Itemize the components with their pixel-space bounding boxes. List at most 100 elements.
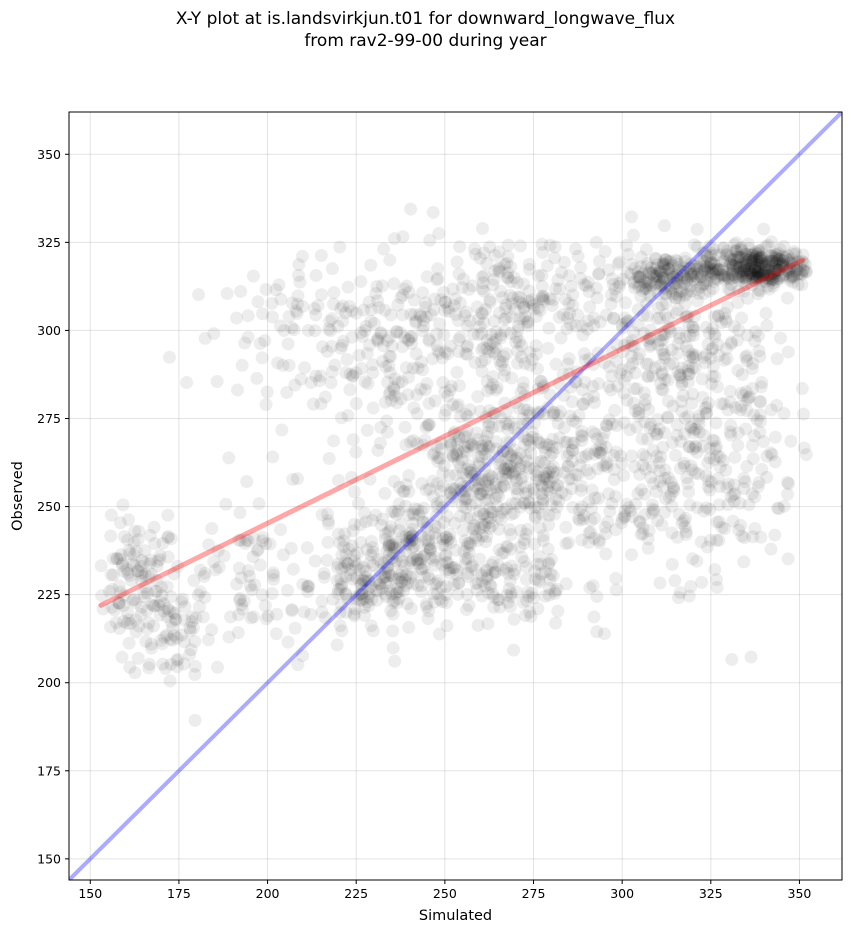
data-point: [638, 487, 652, 501]
data-point: [312, 374, 326, 388]
data-point: [754, 243, 768, 257]
data-point: [604, 288, 618, 302]
data-point: [686, 328, 700, 342]
data-point: [280, 583, 294, 597]
data-point: [117, 615, 131, 629]
data-point: [707, 267, 721, 281]
data-point: [773, 242, 787, 256]
data-point: [764, 248, 778, 262]
data-point: [389, 554, 403, 568]
data-point: [456, 272, 470, 286]
data-point: [442, 469, 456, 483]
data-point: [706, 359, 720, 373]
data-point: [259, 612, 273, 626]
data-point: [716, 261, 730, 275]
data-point: [609, 289, 623, 303]
data-point: [239, 533, 253, 547]
data-point: [668, 276, 682, 290]
data-point: [707, 310, 721, 324]
data-point: [758, 257, 772, 271]
data-point: [624, 504, 638, 518]
data-point: [598, 245, 612, 259]
data-point: [395, 308, 409, 322]
data-point: [741, 328, 755, 342]
data-point: [745, 258, 759, 272]
data-point: [527, 482, 541, 496]
data-point: [140, 604, 154, 618]
data-point: [724, 278, 738, 292]
data-point: [478, 303, 492, 317]
data-point: [765, 267, 779, 281]
data-point: [504, 589, 518, 603]
data-point: [789, 264, 803, 278]
data-point: [659, 287, 673, 301]
data-point: [561, 311, 575, 325]
data-point: [702, 326, 716, 340]
data-point: [503, 574, 517, 588]
data-point: [681, 477, 695, 491]
scatter-points: [94, 202, 813, 727]
data-point: [298, 361, 312, 375]
data-point: [759, 256, 773, 270]
data-point: [649, 267, 663, 281]
data-point: [234, 284, 248, 298]
data-point: [616, 321, 630, 335]
y-tick-label: 150: [37, 851, 61, 866]
data-point: [741, 391, 755, 405]
data-point: [400, 534, 414, 548]
data-point: [302, 579, 316, 593]
data-point: [587, 396, 601, 410]
data-point: [345, 370, 359, 384]
data-point: [726, 265, 740, 279]
data-point: [488, 248, 502, 262]
data-point: [372, 584, 386, 598]
data-point: [376, 339, 390, 353]
data-point: [117, 588, 131, 602]
data-point: [326, 592, 340, 606]
data-point: [724, 418, 738, 432]
data-point: [522, 408, 536, 422]
data-point: [700, 407, 714, 421]
data-point: [692, 467, 706, 481]
data-point: [145, 598, 159, 612]
data-point: [197, 569, 211, 583]
data-point: [422, 418, 436, 432]
data-point: [422, 604, 436, 618]
data-point: [325, 365, 339, 379]
data-point: [378, 486, 392, 500]
data-point: [361, 573, 375, 587]
data-point: [678, 520, 692, 534]
data-point: [496, 445, 510, 459]
data-point: [387, 232, 401, 246]
data-point: [530, 432, 544, 446]
data-point: [507, 567, 521, 581]
data-point: [177, 657, 191, 671]
data-point: [670, 254, 684, 268]
data-point: [641, 309, 655, 323]
data-point: [497, 462, 511, 476]
data-point: [567, 436, 581, 450]
data-point: [406, 516, 420, 530]
data-point: [751, 244, 765, 258]
data-point: [385, 551, 399, 565]
data-point: [486, 567, 500, 581]
data-point: [537, 294, 551, 308]
data-point: [658, 463, 672, 477]
data-point: [707, 257, 721, 271]
data-point: [636, 527, 650, 541]
data-point: [513, 540, 527, 554]
data-point: [152, 599, 166, 613]
data-point: [294, 372, 308, 386]
data-point: [128, 666, 142, 680]
data-point: [670, 288, 684, 302]
data-point: [723, 252, 737, 266]
data-point: [431, 574, 445, 588]
data-point: [478, 579, 492, 593]
data-point: [772, 252, 786, 266]
data-point: [434, 484, 448, 498]
data-point: [653, 334, 667, 348]
data-point: [435, 351, 449, 365]
data-point: [331, 473, 345, 487]
data-point: [632, 402, 646, 416]
data-point: [115, 650, 129, 664]
